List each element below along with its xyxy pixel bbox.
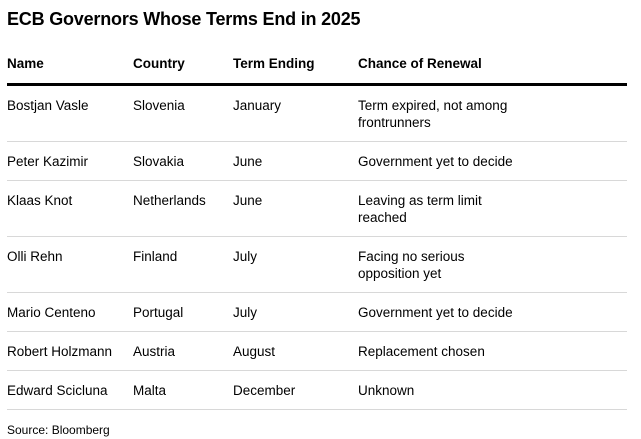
renewal-text: Leaving as term limit reached (358, 193, 482, 225)
cell-renewal: Replacement chosen (358, 331, 627, 371)
cell-country: Slovenia (133, 84, 233, 142)
renewal-text: Government yet to decide (358, 154, 513, 169)
page-title: ECB Governors Whose Terms End in 2025 (7, 9, 361, 29)
cell-term-ending: January (233, 84, 358, 142)
column-header-chance-of-renewal: Chance of Renewal (358, 30, 627, 86)
cell-country: Austria (133, 331, 233, 371)
renewal-text: Facing no serious opposition yet (358, 249, 465, 281)
table-row: Klaas Knot Netherlands June Leaving as term… (7, 180, 627, 237)
cell-renewal: Term expired, not among frontrunners (358, 84, 627, 142)
cell-renewal: Unknown (358, 370, 627, 410)
table-header: Name Country Term Ending Chance of Renew… (7, 30, 627, 86)
governors-table: Name Country Term Ending Chance of Renew… (7, 30, 627, 410)
column-header-term-ending: Term Ending (233, 30, 358, 86)
cell-term-ending: July (233, 292, 358, 332)
table-row: Peter Kazimir Slovakia June Government yet … (7, 141, 627, 181)
table-row: Mario Centeno Portugal July Government yet … (7, 292, 627, 332)
cell-term-ending: June (233, 141, 358, 181)
cell-term-ending: December (233, 370, 358, 410)
column-header-name: Name (7, 30, 133, 86)
renewal-text: Unknown (358, 383, 415, 398)
cell-country: Portugal (133, 292, 233, 332)
source-credit: Source: Bloomberg (7, 423, 110, 437)
cell-country: Netherlands (133, 180, 233, 237)
renewal-text: Replacement chosen (358, 344, 485, 359)
cell-name: Edward Scicluna (7, 370, 133, 410)
table-row: Bostjan Vasle Slovenia January Term expired… (7, 84, 627, 142)
renewal-text: Term expired, not among frontrunners (358, 98, 508, 130)
cell-name: Peter Kazimir (7, 141, 133, 181)
column-header-country: Country (133, 30, 233, 86)
cell-name: Robert Holzmann (7, 331, 133, 371)
cell-renewal: Government yet to decide (358, 141, 627, 181)
cell-renewal: Government yet to decide (358, 292, 627, 332)
table-row: Robert Holzmann Austria August Replacement … (7, 331, 627, 371)
header-row: Name Country Term Ending Chance of Renew… (7, 30, 627, 86)
cell-name: Olli Rehn (7, 236, 133, 293)
cell-name: Bostjan Vasle (7, 84, 133, 142)
cell-term-ending: July (233, 236, 358, 293)
cell-term-ending: August (233, 331, 358, 371)
cell-term-ending: June (233, 180, 358, 237)
cell-renewal: Leaving as term limit reached (358, 180, 627, 237)
table-row: Edward Scicluna Malta December Unknown (7, 370, 627, 410)
cell-country: Malta (133, 370, 233, 410)
cell-name: Klaas Knot (7, 180, 133, 237)
cell-renewal: Facing no serious opposition yet (358, 236, 627, 293)
cell-country: Finland (133, 236, 233, 293)
cell-country: Slovakia (133, 141, 233, 181)
table-row: Olli Rehn Finland July Facing no serious op… (7, 236, 627, 293)
renewal-text: Government yet to decide (358, 305, 513, 320)
table-body: Bostjan Vasle Slovenia January Term expired… (7, 84, 627, 410)
cell-name: Mario Centeno (7, 292, 133, 332)
